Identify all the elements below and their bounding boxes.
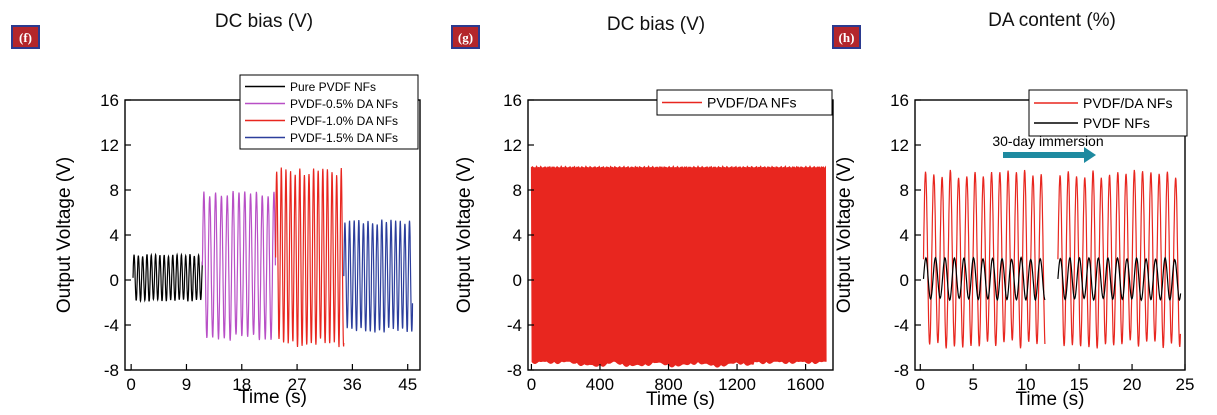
x-tick-label: 5 [969,375,978,394]
x-tick-label: 0 [126,375,135,394]
legend-label: PVDF/DA NFs [1083,95,1172,111]
legend: PVDF/DA NFs PVDF NFs [1028,89,1188,137]
series-pvdf-nfs-seg-2 [1057,256,1182,302]
y-tick-label: 16 [100,91,119,110]
panel-tag-label: (f) [19,30,32,45]
series-pvdf-1-5-da-nfs [343,219,414,333]
x-tick-label: 0 [916,375,925,394]
x-tick-label: 20 [1123,375,1142,394]
legend-label: PVDF-0.5% DA NFs [290,97,398,111]
y-tick-label: 8 [110,181,119,200]
annotation-text: 30-day immersion [992,133,1103,149]
panel-tag-box [11,25,40,49]
y-tick-label: -8 [507,361,522,380]
series-pvdf-1-0-da-nfs [275,167,345,348]
panel-header: DC bias (V) [607,14,705,35]
series-pure-pvdf-nfs [132,252,203,303]
legend-label: PVDF NFs [1083,115,1150,131]
panel-tag-label: (g) [458,30,473,45]
y-tick-label: 4 [513,226,522,245]
legend-label: Pure PVDF NFs [290,80,376,94]
chart-panel-1: DC bias (V) (f) 0 9 18 27 36 45 -8 -4 0 4 8 12 16 Time … [11,11,421,408]
chart-panel-3: DA content (%) (h) 0 5 10 15 20 25 -8 -4 0 4 8 12 16 Ti… [832,10,1195,410]
series-pvdf-da-nfs-seg-1 [922,169,1046,349]
legend: Pure PVDF NFs PVDF-0.5% DA NFs PVDF-1.0% D… [239,74,419,150]
series-group [922,169,1182,349]
panel-tag-box [451,25,480,49]
x-tick-label: 800 [654,375,682,394]
series-pvdf-da-nfs [530,165,827,368]
y-tick-label: 0 [900,271,909,290]
y-tick-label: -4 [507,316,522,335]
x-tick-label: 1200 [718,375,756,394]
x-tick-label: 9 [182,375,191,394]
y-tick-label: 0 [513,271,522,290]
series-pvdf-da-nfs-seg-2 [1057,169,1181,349]
y-tick-label: -8 [104,361,119,380]
y-axis-label: Output Voltage (V) [834,157,855,313]
y-axis-label: Output Voltage (V) [454,157,475,313]
y-tick-label: 8 [513,181,522,200]
y-tick-label: 12 [100,136,119,155]
y-tick-label: 0 [110,271,119,290]
legend-box [1028,89,1188,137]
x-tick-label: 15 [1070,375,1089,394]
panel-tag: (h) [832,25,861,49]
x-axis-label: Time (s) [238,387,307,408]
legend-label: PVDF-1.0% DA NFs [290,114,398,128]
x-tick-label: 45 [398,375,417,394]
panel-tag: (g) [451,25,480,49]
y-tick-label: 4 [110,226,119,245]
chart-panel-2: DC bias (V) (g) 0 400 800 1200 1600 -8 -4 0 4 8 12 16… [451,14,834,410]
y-tick-label: -4 [104,316,119,335]
series-group [132,167,414,348]
y-tick-label: -8 [894,361,909,380]
x-axis-label: Time (s) [1016,389,1085,410]
x-tick-label: 25 [1176,375,1195,394]
panel-tag-box [832,25,861,49]
x-tick-label: 18 [232,375,251,394]
legend: PVDF/DA NFs [656,89,833,116]
y-tick-label: 12 [890,136,909,155]
series-group [530,165,827,368]
x-tick-label: 10 [1017,375,1036,394]
x-tick-label: 400 [586,375,614,394]
panel-header: DA content (%) [988,10,1116,31]
x-tick-label: 27 [288,375,307,394]
y-tick-label: 4 [900,226,909,245]
series-pvdf-nfs-seg-1 [922,256,1046,302]
y-tick-label: 12 [503,136,522,155]
series-pvdf-0-5-da-nfs [201,190,276,341]
panel-tag-label: (h) [839,30,855,45]
annotation-arrow [1003,147,1096,163]
y-tick-label: 16 [890,91,909,110]
y-tick-label: 16 [503,91,522,110]
panel-tag: (f) [11,25,40,49]
legend-label: PVDF-1.5% DA NFs [290,131,398,145]
y-tick-label: 8 [900,181,909,200]
legend-label: PVDF/DA NFs [707,95,796,111]
legend-box [239,74,419,150]
y-tick-label: -4 [894,316,909,335]
y-axis-label: Output Voltage (V) [54,157,75,313]
x-tick-label: 36 [343,375,362,394]
x-tick-label: 1600 [787,375,825,394]
panel-header: DC bias (V) [215,11,313,32]
x-axis-label: Time (s) [646,389,715,410]
x-tick-label: 0 [527,375,536,394]
